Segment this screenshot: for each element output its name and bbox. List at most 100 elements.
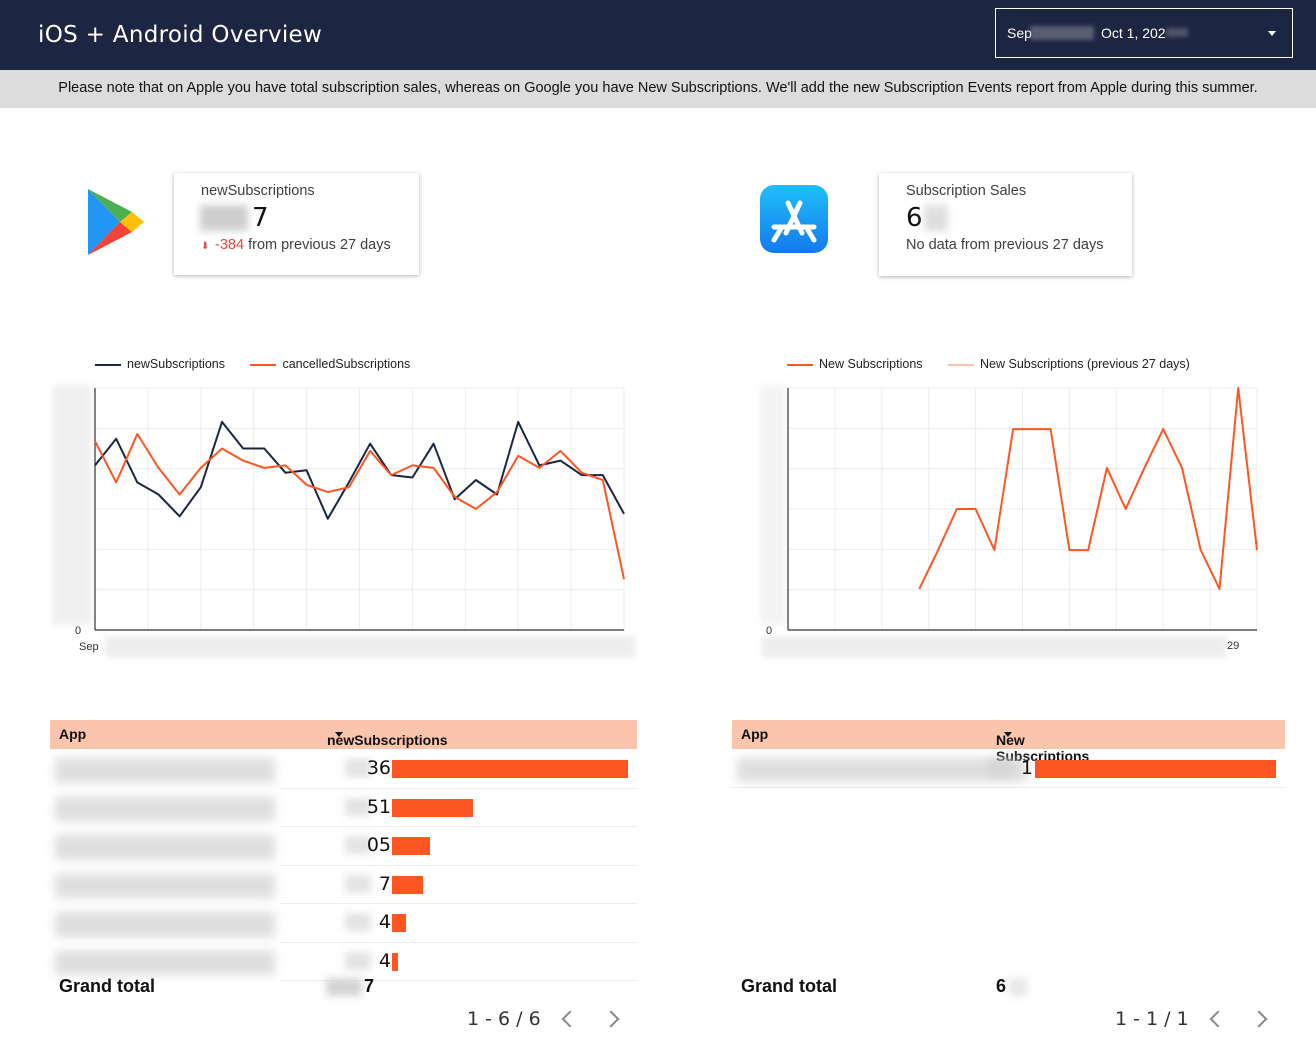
x-tick-last: 29 bbox=[1227, 640, 1239, 652]
legend-item[interactable]: New Subscriptions (previous 27 days) bbox=[948, 357, 1190, 371]
scorecard-label: newSubscriptions bbox=[201, 183, 315, 199]
row-value: 1 bbox=[1020, 757, 1033, 779]
app-name-redacted bbox=[55, 835, 275, 860]
value-redacted bbox=[326, 978, 362, 996]
legend-item[interactable]: newSubscriptions bbox=[95, 357, 225, 371]
value-redacted bbox=[345, 797, 371, 816]
value-redacted bbox=[345, 836, 371, 854]
date-redacted bbox=[1166, 28, 1188, 37]
x-tick-first: Sep bbox=[79, 641, 99, 653]
col-header-label: newSubscriptions bbox=[327, 732, 448, 748]
pagination-label: 1 - 1 / 1 bbox=[1115, 1008, 1189, 1030]
notice-banner: Please note that on Apple you have total… bbox=[0, 70, 1316, 108]
row-value: 4 bbox=[378, 911, 391, 933]
date-range-end: Oct 1, 202 bbox=[1101, 25, 1166, 41]
page-title: iOS + Android Overview bbox=[38, 22, 323, 48]
chevron-left-icon[interactable] bbox=[1209, 1010, 1227, 1028]
date-redacted bbox=[1030, 26, 1094, 40]
legend-item[interactable]: cancelledSubscriptions bbox=[250, 357, 410, 371]
header-bar: iOS + Android Overview Sep Oct 1, 202 bbox=[0, 0, 1316, 70]
chart-grid bbox=[788, 387, 1258, 630]
chart-series bbox=[918, 387, 1258, 590]
scorecard-value: 7 bbox=[252, 203, 269, 233]
legend-swatch bbox=[250, 363, 277, 366]
scorecard-value: 6 bbox=[906, 203, 923, 233]
arrow-down-icon: ⬇ bbox=[201, 241, 210, 252]
app-name-redacted bbox=[55, 873, 275, 898]
pagination-label: 1 - 6 / 6 bbox=[467, 1008, 541, 1030]
android-chart-legend: newSubscriptions cancelledSubscriptions bbox=[95, 357, 432, 371]
scorecard-delta: No data from previous 27 days bbox=[906, 237, 1104, 253]
col-header-app[interactable]: App bbox=[59, 726, 87, 742]
col-header-app[interactable]: App bbox=[741, 726, 769, 742]
value-bar bbox=[392, 875, 424, 894]
app-name-redacted bbox=[55, 950, 275, 975]
value-redacted bbox=[987, 759, 1013, 777]
sort-desc-icon bbox=[1004, 732, 1012, 737]
android-scorecard: newSubscriptions 7 ⬇ -384 from previous … bbox=[174, 173, 419, 275]
grand-total-label: Grand total bbox=[741, 976, 838, 996]
app-name-redacted bbox=[55, 912, 275, 937]
legend-swatch bbox=[787, 363, 813, 366]
y-axis-labels-redacted bbox=[760, 385, 785, 625]
scorecard-label: Subscription Sales bbox=[906, 183, 1027, 199]
y-tick-zero: 0 bbox=[75, 625, 81, 637]
row-divider bbox=[280, 826, 637, 827]
row-value: 7 bbox=[378, 872, 391, 895]
date-range-picker[interactable]: Sep Oct 1, 202 bbox=[995, 8, 1293, 58]
row-value: 51 bbox=[366, 795, 391, 818]
grand-total-value: 7 bbox=[364, 976, 375, 996]
x-axis-labels-redacted bbox=[762, 636, 1227, 658]
row-divider bbox=[280, 903, 637, 904]
google-play-icon bbox=[88, 189, 144, 255]
row-value: 05 bbox=[366, 834, 391, 856]
chart-series bbox=[94, 420, 625, 580]
value-redacted bbox=[345, 913, 371, 931]
value-redacted bbox=[924, 205, 948, 231]
app-name-redacted bbox=[737, 758, 1027, 782]
value-redacted bbox=[200, 205, 248, 231]
value-redacted bbox=[345, 951, 371, 970]
ios-line-chart[interactable]: 0 29 bbox=[740, 380, 1280, 670]
legend-swatch bbox=[948, 363, 974, 366]
legend-label: New Subscriptions bbox=[819, 357, 923, 371]
app-name-redacted bbox=[55, 758, 275, 783]
value-bar bbox=[392, 798, 474, 817]
row-divider bbox=[280, 787, 637, 789]
value-redacted bbox=[345, 874, 371, 893]
y-axis-labels-redacted bbox=[52, 385, 92, 625]
x-axis-labels-redacted bbox=[105, 636, 635, 658]
sort-desc-icon bbox=[335, 732, 343, 737]
android-table-header: App newSubscriptions bbox=[50, 720, 637, 749]
row-divider bbox=[280, 980, 637, 981]
grand-total-label: Grand total bbox=[59, 976, 156, 996]
legend-item[interactable]: New Subscriptions bbox=[787, 357, 923, 371]
value-bar bbox=[392, 837, 430, 855]
legend-label: New Subscriptions (previous 27 days) bbox=[980, 357, 1190, 371]
row-divider bbox=[280, 941, 637, 943]
value-bar bbox=[392, 952, 398, 971]
chevron-right-icon[interactable] bbox=[1250, 1010, 1268, 1028]
app-store-icon bbox=[760, 185, 828, 253]
chevron-right-icon[interactable] bbox=[602, 1010, 620, 1028]
scorecard-delta: ⬇ -384 from previous 27 days bbox=[201, 237, 391, 253]
series-line-new-subscriptions[interactable] bbox=[918, 387, 1258, 590]
chevron-left-icon[interactable] bbox=[561, 1010, 579, 1028]
date-range-start: Sep bbox=[1007, 25, 1032, 41]
series-line-cancelledsubscriptions[interactable] bbox=[94, 433, 625, 580]
android-line-chart[interactable]: 0 Sep bbox=[50, 380, 640, 670]
series-line-newsubscriptions[interactable] bbox=[94, 420, 625, 520]
row-value: 36 bbox=[366, 757, 391, 779]
delta-value: -384 bbox=[215, 237, 245, 253]
chevron-down-icon[interactable] bbox=[1268, 31, 1276, 36]
value-redacted bbox=[345, 759, 371, 777]
value-bar bbox=[1035, 760, 1276, 778]
legend-swatch bbox=[95, 363, 121, 366]
legend-label: newSubscriptions bbox=[127, 357, 225, 371]
ios-chart-legend: New Subscriptions New Subscriptions (pre… bbox=[787, 357, 1212, 371]
legend-label: cancelledSubscriptions bbox=[282, 357, 411, 371]
row-value: 4 bbox=[378, 949, 391, 972]
chart-grid bbox=[95, 387, 625, 630]
row-divider bbox=[280, 864, 637, 866]
ios-table-header: App New Subscriptions bbox=[732, 720, 1285, 764]
